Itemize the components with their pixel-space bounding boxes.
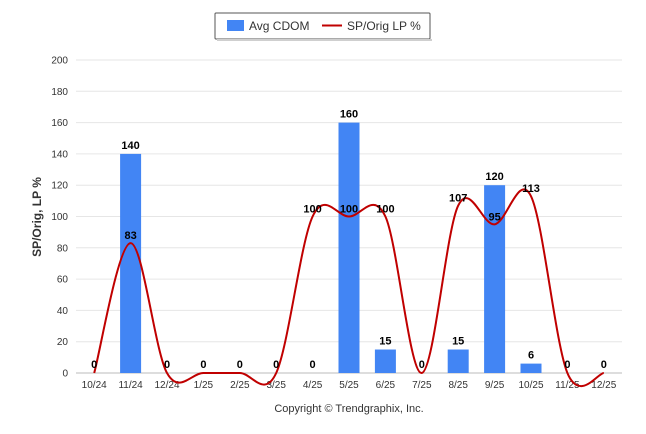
bar-value-label: 140 xyxy=(121,140,139,152)
x-tick-label: 12/24 xyxy=(154,380,179,391)
bar-value-label: 160 xyxy=(340,109,358,121)
bar-value-label: 15 xyxy=(379,336,391,348)
line-value-label: 100 xyxy=(376,204,394,216)
x-tick-label: 12/25 xyxy=(591,380,616,391)
y-tick-label: 0 xyxy=(62,369,68,380)
y-tick-label: 140 xyxy=(51,149,68,160)
line-value-label: 95 xyxy=(488,211,500,223)
bar-value-label: 6 xyxy=(528,350,534,362)
x-tick-label: 3/25 xyxy=(266,380,286,391)
bar-value-label: 120 xyxy=(485,171,503,183)
y-tick-label: 100 xyxy=(51,212,68,223)
x-tick-label: 6/25 xyxy=(376,380,396,391)
y-tick-label: 80 xyxy=(57,243,69,254)
bar-series xyxy=(120,122,542,373)
bar-value-label: 0 xyxy=(273,359,279,371)
x-axis-ticks: 10/24 11/24 12/24 1/25 2/25 3/25 4/25 5/25 6/25 7… xyxy=(82,380,617,391)
line-value-label: 100 xyxy=(303,204,321,216)
bar-value-label: 0 xyxy=(200,359,206,371)
legend-shadow xyxy=(217,39,432,41)
x-tick-label: 7/25 xyxy=(412,380,432,391)
legend-swatch-bar xyxy=(227,20,244,31)
line-value-label: 113 xyxy=(522,183,540,195)
bar-value-label: 0 xyxy=(91,359,97,371)
bar-value-label: 0 xyxy=(237,359,243,371)
line-value-label: 100 xyxy=(340,204,358,216)
x-tick-label: 5/25 xyxy=(339,380,359,391)
bar xyxy=(120,153,142,373)
y-tick-label: 40 xyxy=(57,306,69,317)
bar xyxy=(484,185,506,373)
y-tick-label: 20 xyxy=(57,337,69,348)
bar xyxy=(374,349,396,373)
line-value-label: 107 xyxy=(449,193,467,205)
bar-value-label: 0 xyxy=(164,359,170,371)
line-series xyxy=(93,188,605,388)
x-tick-label: 9/25 xyxy=(485,380,505,391)
bar xyxy=(338,122,360,373)
x-tick-label: 8/25 xyxy=(448,380,468,391)
y-axis-title: SP/Orig, LP % xyxy=(30,177,44,257)
legend-label-line: SP/Orig LP % xyxy=(347,19,421,33)
x-tick-label: 4/25 xyxy=(303,380,323,391)
bar xyxy=(447,349,469,373)
copyright-text: Copyright © Trendgraphix, Inc. xyxy=(274,403,423,415)
y-tick-label: 60 xyxy=(57,275,69,286)
x-tick-label: 1/25 xyxy=(194,380,214,391)
series-line xyxy=(93,188,605,388)
y-tick-label: 180 xyxy=(51,87,68,98)
bar-value-label: 0 xyxy=(601,359,607,371)
x-tick-label: 10/25 xyxy=(518,380,543,391)
x-tick-label: 11/25 xyxy=(555,380,580,391)
x-tick-label: 11/24 xyxy=(118,380,143,391)
y-tick-label: 200 xyxy=(51,56,68,67)
line-value-label: 83 xyxy=(124,230,136,242)
legend-label-bar: Avg CDOM xyxy=(249,19,309,33)
y-tick-label: 120 xyxy=(51,181,68,192)
x-tick-label: 10/24 xyxy=(82,380,107,391)
bar-value-label: 0 xyxy=(564,359,570,371)
legend: Avg CDOM SP/Orig LP % xyxy=(214,12,432,41)
bar xyxy=(520,363,542,373)
bar-value-label: 0 xyxy=(419,359,425,371)
y-axis-ticks: 0 20 40 60 80 100 120 140 160 180 200 xyxy=(51,56,68,380)
y-tick-label: 160 xyxy=(51,118,68,129)
bar-value-label: 15 xyxy=(452,336,464,348)
x-tick-label: 2/25 xyxy=(230,380,250,391)
bar-value-label: 0 xyxy=(310,359,316,371)
